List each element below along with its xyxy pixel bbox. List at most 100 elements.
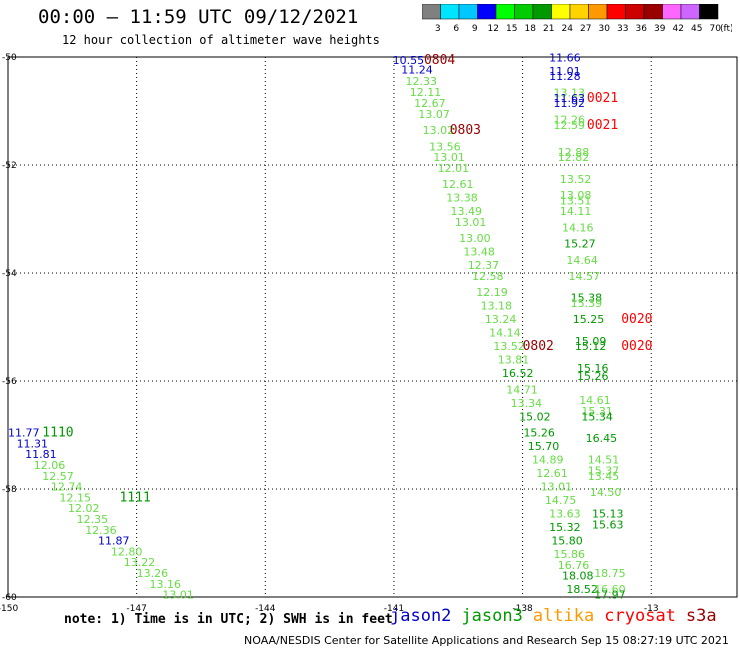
wave-height-label: 12.57 bbox=[42, 470, 73, 483]
wave-height-label: 15.26 bbox=[523, 427, 555, 440]
x-tick-label: -150 bbox=[0, 604, 18, 614]
wave-height-label: 17.97 bbox=[594, 589, 626, 602]
wave-height-label: 16.76 bbox=[558, 559, 590, 572]
y-tick-label: -60 bbox=[2, 593, 17, 603]
pass-time-label: 0803 bbox=[450, 123, 481, 138]
wave-height-label: 13.38 bbox=[446, 192, 478, 205]
wave-height-label: 15.27 bbox=[564, 238, 596, 251]
wave-height-label: 14.14 bbox=[489, 327, 521, 340]
wave-height-label: 11.81 bbox=[25, 448, 56, 461]
colorbar-tick-label: 30 bbox=[598, 24, 610, 34]
wave-height-label: 12.61 bbox=[536, 467, 568, 480]
legend-entry-jason2: jason2 bbox=[390, 606, 452, 626]
legend-entry-cryosat: cryosat bbox=[604, 606, 676, 626]
wave-height-label: 13.00 bbox=[459, 232, 491, 245]
wave-height-label: 12.02 bbox=[68, 502, 100, 515]
wave-height-label: 12.61 bbox=[442, 178, 474, 191]
wave-height-label: 11.28 bbox=[549, 70, 581, 83]
wave-height-label: 15.09 bbox=[575, 335, 607, 348]
y-tick-label: -50 bbox=[2, 53, 17, 63]
wave-height-label: 13.26 bbox=[137, 567, 169, 580]
wave-height-label: 14.50 bbox=[590, 486, 622, 499]
wave-height-label: 14.51 bbox=[588, 454, 620, 467]
wave-height-label: 15.26 bbox=[577, 370, 609, 383]
wave-height-label: 12.58 bbox=[472, 270, 504, 283]
pass-time-label: 0020 bbox=[621, 339, 652, 354]
pass-time-label: 1110 bbox=[42, 426, 73, 441]
legend-entry-s3a: s3a bbox=[685, 606, 717, 626]
wave-height-label: 11.92 bbox=[553, 97, 585, 110]
wave-height-label: 12.35 bbox=[77, 513, 109, 526]
y-tick-label: -52 bbox=[2, 161, 17, 171]
colorbar-tick-label: 12 bbox=[487, 24, 498, 34]
wave-height-label: 15.25 bbox=[573, 313, 605, 326]
wave-height-label: 13.16 bbox=[150, 578, 182, 591]
wave-height-label: 11.66 bbox=[549, 51, 581, 64]
footer-credit: NOAA/NESDIS Center for Satellite Applica… bbox=[244, 634, 578, 647]
pass-time-label: 0802 bbox=[523, 339, 554, 354]
wave-height-label: 14.61 bbox=[579, 394, 611, 407]
wave-height-label: 18.08 bbox=[562, 570, 594, 583]
legend-entry-jason3: jason3 bbox=[461, 606, 523, 626]
pass-time-label: 0021 bbox=[587, 118, 618, 133]
colorbar-tick-label: 24 bbox=[561, 24, 573, 34]
wave-height-label: 13.22 bbox=[124, 556, 155, 569]
satellite-legend: jason2 jason3 altika cryosat s3a bbox=[390, 606, 727, 626]
wave-height-label: 13.07 bbox=[418, 108, 450, 121]
colorbar-tick-label: 42 bbox=[672, 24, 683, 34]
wave-height-label: 13.01 bbox=[162, 589, 194, 602]
wave-height-label: 12.06 bbox=[34, 459, 66, 472]
wave-height-label: 15.02 bbox=[519, 410, 551, 423]
wave-height-label: 12.74 bbox=[51, 481, 83, 494]
wave-height-label: 12.80 bbox=[111, 545, 143, 558]
x-tick-label: -147 bbox=[126, 604, 146, 614]
colorbar-tick-label: 18 bbox=[524, 24, 536, 34]
wave-height-label: 15.32 bbox=[549, 521, 581, 534]
wave-height-label: 13.34 bbox=[511, 397, 543, 410]
wave-height-label: 15.16 bbox=[577, 362, 609, 375]
colorbar-tick-label: 27 bbox=[580, 24, 591, 34]
wave-height-label: 13.51 bbox=[560, 194, 592, 207]
wave-height-label: 13.52 bbox=[493, 340, 525, 353]
chart-subtitle: 12 hour collection of altimeter wave hei… bbox=[62, 33, 380, 47]
wave-height-label: 15.63 bbox=[592, 518, 624, 531]
wave-height-label: 13.48 bbox=[463, 246, 495, 259]
wave-height-label: 14.89 bbox=[532, 454, 564, 467]
wave-height-label: 12.33 bbox=[406, 75, 438, 88]
legend-entry-altika: altika bbox=[532, 606, 595, 626]
wave-height-label: 14.16 bbox=[562, 221, 594, 234]
colorbar-tick-label: 6 bbox=[453, 24, 459, 34]
wave-height-label: 12.15 bbox=[59, 491, 91, 504]
note-text: note: 1) Time is in UTC; 2) SWH is in fe… bbox=[64, 612, 393, 627]
colorbar-unit-label: (ft) bbox=[720, 24, 732, 34]
colorbar-tick-label: 3 bbox=[435, 24, 441, 34]
wave-height-label: 11.63 bbox=[553, 92, 585, 105]
wave-height-label: 12.19 bbox=[476, 286, 508, 299]
pass-time-label: 0020 bbox=[621, 312, 652, 327]
wave-height-label: 16.52 bbox=[502, 367, 534, 380]
wave-height-label: 12.26 bbox=[553, 113, 585, 126]
wave-height-label: 13.52 bbox=[560, 173, 592, 186]
colorbar-tick-label: 36 bbox=[635, 24, 647, 34]
wave-height-label: 18.52 bbox=[566, 583, 598, 596]
wave-height-label: 13.81 bbox=[498, 354, 529, 367]
wave-height-label: 15.13 bbox=[592, 508, 624, 521]
wave-height-label: 13.13 bbox=[553, 86, 585, 99]
x-tick-label: -144 bbox=[255, 604, 276, 614]
colorbar-tick-label: 33 bbox=[617, 24, 628, 34]
wave-height-label: 13.08 bbox=[560, 189, 592, 202]
colorbar-tick-label: 39 bbox=[654, 24, 666, 34]
wave-height-label: 15.12 bbox=[575, 340, 607, 353]
wave-height-label: 13.63 bbox=[549, 508, 581, 521]
wave-height-label: 15.34 bbox=[581, 410, 613, 423]
wave-height-label: 15.80 bbox=[551, 535, 583, 548]
wave-height-label: 18.75 bbox=[594, 567, 626, 580]
wave-height-label: 14.57 bbox=[568, 270, 600, 283]
x-tick-label: -141 bbox=[384, 604, 404, 614]
footer-timestamp: Sep 15 08:27:19 UTC 2021 bbox=[581, 634, 729, 647]
x-tick-label: -13 bbox=[644, 604, 659, 614]
pass-time-label: 1111 bbox=[119, 490, 150, 505]
wave-height-label: 15.37 bbox=[588, 464, 620, 477]
